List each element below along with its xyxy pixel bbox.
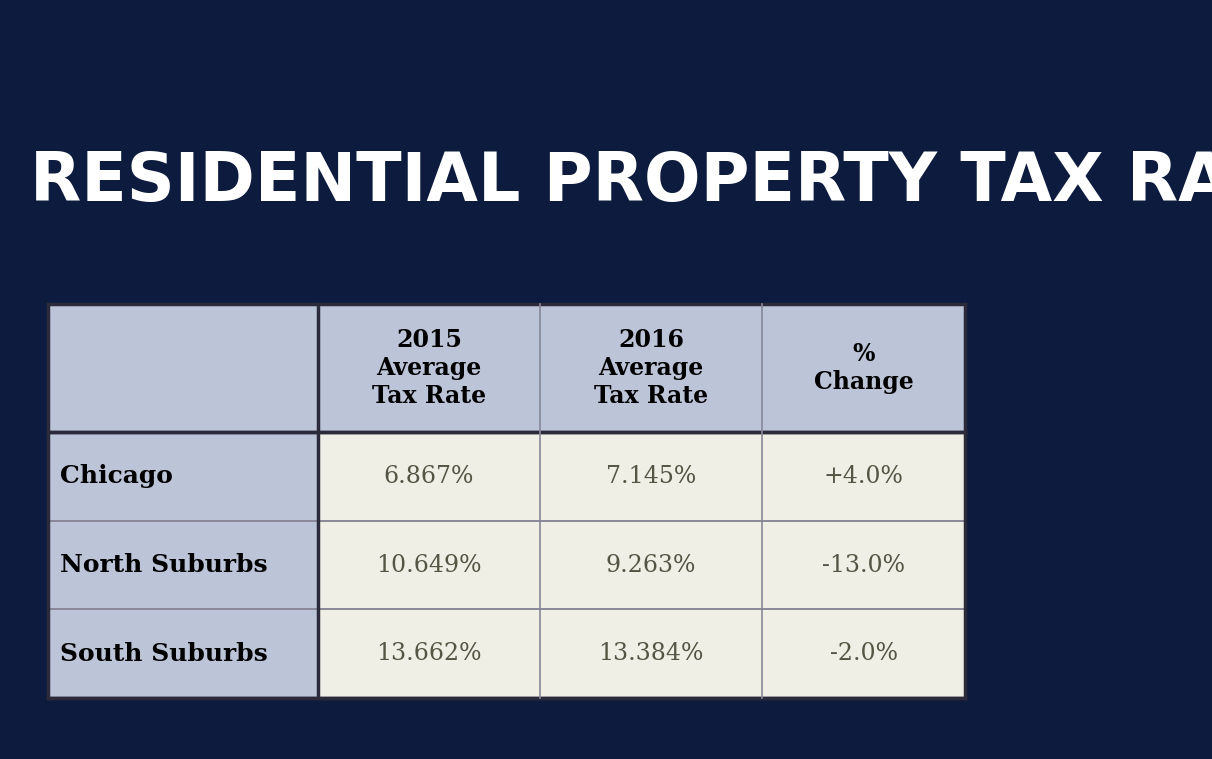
Bar bbox=[318, 521, 541, 609]
Bar bbox=[48, 609, 318, 698]
Text: 13.662%: 13.662% bbox=[376, 642, 481, 666]
Text: South Suburbs: South Suburbs bbox=[59, 642, 268, 666]
Bar bbox=[762, 521, 966, 609]
Bar bbox=[318, 304, 541, 432]
Text: 6.867%: 6.867% bbox=[384, 465, 474, 488]
Text: RESIDENTIAL PROPERTY TAX RATES: RESIDENTIAL PROPERTY TAX RATES bbox=[30, 149, 1212, 215]
Bar bbox=[541, 609, 762, 698]
Bar bbox=[541, 432, 762, 521]
Bar bbox=[541, 521, 762, 609]
Text: 7.145%: 7.145% bbox=[606, 465, 696, 488]
Text: 2016
Average
Tax Rate: 2016 Average Tax Rate bbox=[594, 328, 708, 408]
Text: 9.263%: 9.263% bbox=[606, 553, 697, 577]
Text: Chicago: Chicago bbox=[59, 465, 172, 488]
Text: 10.649%: 10.649% bbox=[376, 553, 481, 577]
Bar bbox=[48, 521, 318, 609]
Bar bbox=[318, 432, 541, 521]
Bar bbox=[541, 304, 762, 432]
Text: 13.384%: 13.384% bbox=[599, 642, 704, 666]
Text: %
Change: % Change bbox=[814, 342, 914, 394]
Bar bbox=[48, 304, 318, 432]
Text: -13.0%: -13.0% bbox=[823, 553, 905, 577]
Text: 2015
Average
Tax Rate: 2015 Average Tax Rate bbox=[372, 328, 486, 408]
Bar bbox=[318, 609, 541, 698]
Bar bbox=[48, 432, 318, 521]
Bar bbox=[762, 432, 966, 521]
Bar bbox=[762, 304, 966, 432]
Text: +4.0%: +4.0% bbox=[824, 465, 904, 488]
Text: North Suburbs: North Suburbs bbox=[59, 553, 268, 577]
Bar bbox=[762, 609, 966, 698]
Text: -2.0%: -2.0% bbox=[830, 642, 898, 666]
